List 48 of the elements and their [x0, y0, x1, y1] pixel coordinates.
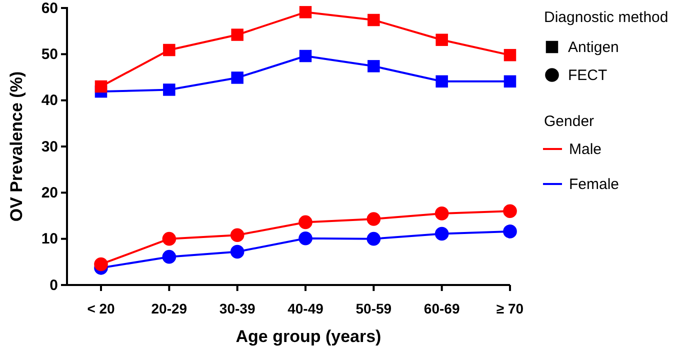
x-tick-label: 40-49: [288, 300, 324, 317]
point: [231, 28, 244, 41]
x-tick-label: ≥ 70: [496, 300, 524, 317]
point: [163, 44, 176, 56]
point: [162, 250, 176, 264]
text: Diagnostic method: [544, 9, 668, 26]
y-tick-label: 60: [41, 0, 58, 17]
x-tick-label: 20-29: [151, 300, 188, 317]
point: [436, 34, 448, 46]
x-axis-title: Age group (years): [236, 327, 382, 346]
text: FECT: [568, 67, 608, 84]
point: [436, 75, 448, 88]
x-tick-label: 30-39: [219, 300, 256, 317]
x-tick-label: 60-69: [424, 300, 460, 317]
point: [94, 257, 108, 272]
point: [504, 48, 516, 62]
y-tick-label: 20: [41, 184, 58, 202]
text: Male: [569, 141, 602, 158]
y-tick-label: 10: [41, 230, 58, 248]
y-tick-label: 50: [41, 46, 58, 63]
point: [368, 60, 380, 72]
text: Antigen: [568, 39, 619, 56]
point: [298, 215, 312, 230]
text: Female: [569, 176, 620, 193]
point: [94, 80, 108, 93]
y-tick-label: 30: [41, 138, 58, 156]
x-tick-label: 50-59: [356, 300, 392, 317]
point: [366, 212, 381, 226]
point: [503, 224, 517, 238]
point: [299, 6, 312, 18]
y-axis-title: OV Prevalence (%): [7, 71, 26, 222]
point: [434, 206, 449, 220]
point: [231, 72, 244, 84]
point: [503, 204, 517, 218]
point: [230, 228, 244, 242]
point: [299, 50, 312, 62]
text: Gender: [544, 113, 594, 130]
point: [298, 231, 312, 246]
point: [434, 226, 449, 241]
point: [163, 84, 176, 96]
y-tick-label: 40: [41, 92, 58, 110]
x-tick-label: < 20: [87, 300, 116, 317]
y-tick-label: 0: [50, 276, 58, 294]
point: [162, 232, 176, 246]
point: [230, 244, 244, 259]
point: [366, 232, 381, 246]
point: [504, 75, 516, 88]
point: [368, 14, 380, 26]
